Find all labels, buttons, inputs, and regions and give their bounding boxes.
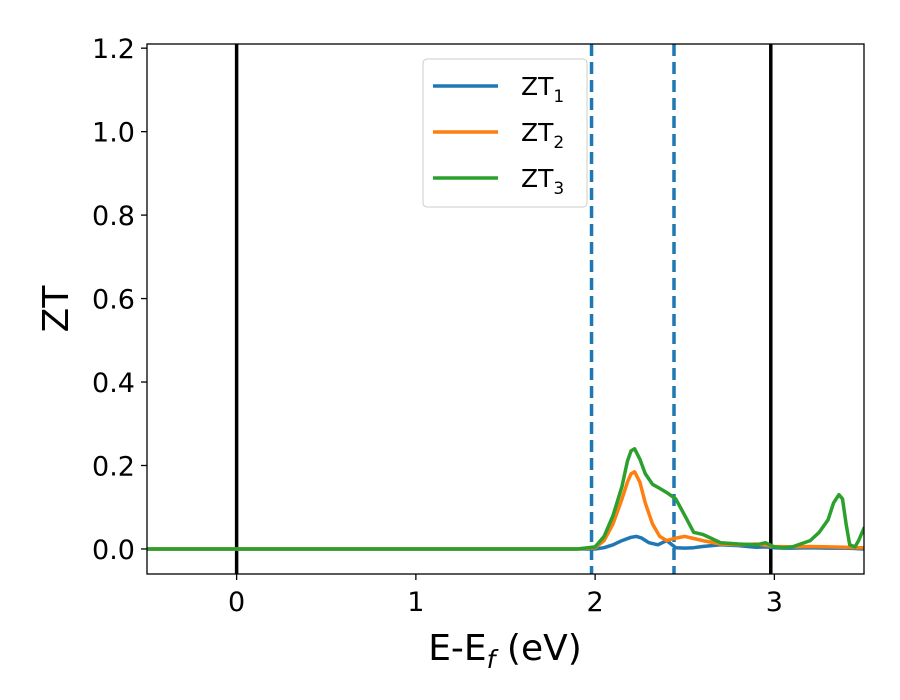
- legend-label: ZT2: [521, 118, 564, 153]
- x-tick-label: 2: [587, 587, 604, 618]
- x-axis: 0 1 2 3: [228, 574, 783, 618]
- series-line-3: [147, 447, 864, 551]
- legend: ZT1 ZT2 ZT3: [422, 58, 588, 208]
- y-axis: 0.0 0.2 0.4 0.6 0.8 1.0 1.2: [92, 34, 147, 566]
- x-tick-label: 1: [407, 587, 424, 618]
- y-tick-label: 1.0: [92, 118, 135, 149]
- series-lines: [147, 447, 864, 551]
- x-axis-label: E-Ef (eV): [428, 628, 582, 674]
- reference-lines: [234, 44, 773, 574]
- legend-label: ZT1: [521, 72, 564, 107]
- y-tick-label: 0.6: [92, 285, 135, 316]
- x-tick-label: 0: [228, 587, 245, 618]
- x-axis-label-main: E-E: [428, 628, 486, 669]
- x-axis-label-unit: (eV): [495, 628, 581, 669]
- y-tick-label: 0.0: [92, 535, 135, 566]
- x-tick-label: 3: [766, 587, 783, 618]
- y-axis-label: ZT: [36, 285, 77, 333]
- legend-label: ZT3: [521, 164, 564, 199]
- legend-box: [422, 58, 588, 208]
- plot-frame: [146, 43, 865, 575]
- series-line-2: [147, 470, 864, 551]
- y-tick-label: 0.8: [92, 201, 135, 232]
- y-tick-label: 1.2: [92, 34, 135, 65]
- y-tick-label: 0.2: [92, 451, 135, 482]
- y-tick-label: 0.4: [92, 368, 135, 399]
